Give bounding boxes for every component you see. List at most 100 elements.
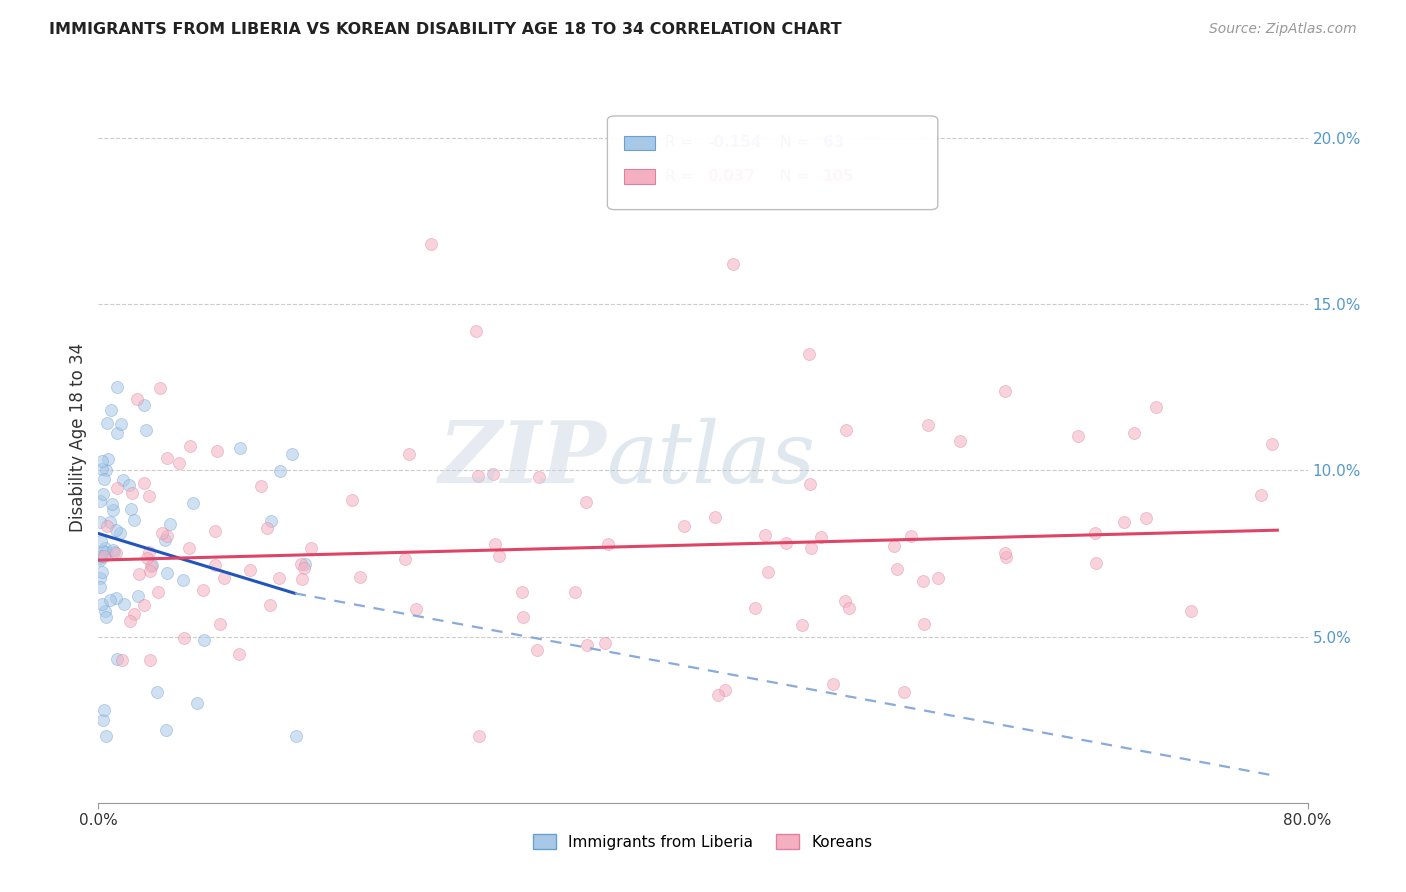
Point bbox=[1180, 604, 1202, 618]
Point bbox=[89, 571, 111, 585]
Point bbox=[394, 552, 416, 566]
Text: N =: N = bbox=[780, 169, 814, 184]
Point bbox=[994, 549, 1017, 564]
Point bbox=[91, 597, 114, 611]
Point bbox=[101, 503, 124, 517]
Point bbox=[1135, 510, 1157, 524]
Point bbox=[94, 609, 117, 624]
Point bbox=[156, 451, 179, 466]
Point bbox=[810, 530, 832, 544]
Text: atlas: atlas bbox=[606, 417, 815, 500]
Point bbox=[121, 486, 143, 500]
Point bbox=[949, 434, 972, 448]
Point bbox=[89, 580, 111, 594]
Point bbox=[132, 398, 155, 412]
Point bbox=[193, 632, 215, 647]
Point bbox=[177, 541, 200, 556]
Text: -0.154: -0.154 bbox=[707, 136, 762, 150]
Point bbox=[229, 441, 252, 455]
Point bbox=[138, 545, 160, 559]
Point bbox=[821, 676, 844, 690]
Point bbox=[290, 558, 312, 572]
Point bbox=[526, 643, 548, 657]
Point bbox=[1261, 437, 1284, 451]
Point bbox=[156, 528, 179, 542]
Point bbox=[90, 549, 112, 563]
Point bbox=[91, 486, 114, 500]
Point bbox=[484, 537, 506, 551]
Point bbox=[398, 447, 420, 461]
Text: N =: N = bbox=[780, 136, 814, 150]
Point bbox=[100, 592, 122, 607]
Point bbox=[186, 696, 208, 710]
Point bbox=[799, 476, 821, 491]
Point bbox=[291, 572, 314, 586]
Point bbox=[994, 546, 1017, 560]
Point bbox=[136, 551, 159, 566]
Text: IMMIGRANTS FROM LIBERIA VS KOREAN DISABILITY AGE 18 TO 34 CORRELATION CHART: IMMIGRANTS FROM LIBERIA VS KOREAN DISABI… bbox=[49, 22, 842, 37]
Point bbox=[488, 549, 510, 564]
Point bbox=[294, 557, 316, 571]
Point bbox=[775, 535, 797, 549]
Point bbox=[883, 539, 905, 553]
Point bbox=[267, 571, 290, 585]
Point bbox=[797, 347, 820, 361]
Point bbox=[212, 571, 235, 585]
Point bbox=[139, 558, 162, 573]
Point bbox=[256, 520, 278, 534]
Point bbox=[259, 598, 281, 612]
Point bbox=[280, 447, 302, 461]
Point bbox=[90, 533, 112, 548]
Text: 0.037: 0.037 bbox=[707, 169, 755, 184]
Point bbox=[146, 585, 169, 599]
Point bbox=[117, 478, 139, 492]
Point bbox=[125, 392, 148, 407]
Point bbox=[527, 470, 550, 484]
Point bbox=[141, 558, 163, 572]
Point bbox=[800, 541, 823, 556]
Point bbox=[150, 526, 173, 541]
Point bbox=[1250, 488, 1272, 502]
Point bbox=[97, 451, 120, 466]
Point bbox=[89, 515, 111, 529]
Point bbox=[754, 528, 776, 542]
Point bbox=[838, 600, 860, 615]
Point bbox=[575, 495, 598, 509]
Point bbox=[228, 647, 250, 661]
Point bbox=[153, 533, 176, 547]
Point bbox=[250, 479, 273, 493]
Point bbox=[1084, 526, 1107, 541]
Text: ZIP: ZIP bbox=[439, 417, 606, 500]
Point bbox=[181, 496, 204, 510]
Point bbox=[179, 439, 201, 453]
Point bbox=[420, 237, 443, 252]
Point bbox=[917, 418, 939, 433]
Point bbox=[108, 525, 131, 540]
Point bbox=[593, 635, 616, 649]
Point bbox=[105, 482, 128, 496]
Point bbox=[564, 584, 586, 599]
Point bbox=[122, 513, 145, 527]
Point bbox=[1144, 400, 1167, 414]
Point bbox=[94, 545, 117, 559]
Point bbox=[138, 489, 160, 503]
Point bbox=[790, 617, 813, 632]
Point bbox=[105, 591, 128, 605]
Point bbox=[465, 324, 488, 338]
Point bbox=[172, 573, 194, 587]
Point bbox=[101, 497, 124, 511]
Point bbox=[149, 381, 172, 395]
Point bbox=[146, 685, 169, 699]
Point bbox=[127, 589, 149, 603]
Point bbox=[994, 384, 1017, 398]
Point bbox=[104, 546, 127, 560]
Point bbox=[299, 541, 322, 555]
Point bbox=[112, 597, 135, 611]
Point bbox=[110, 417, 132, 431]
Point bbox=[756, 565, 779, 579]
Point bbox=[101, 542, 124, 557]
Point bbox=[512, 584, 534, 599]
Text: R =: R = bbox=[665, 136, 699, 150]
Point bbox=[912, 616, 935, 631]
Point bbox=[135, 423, 157, 437]
